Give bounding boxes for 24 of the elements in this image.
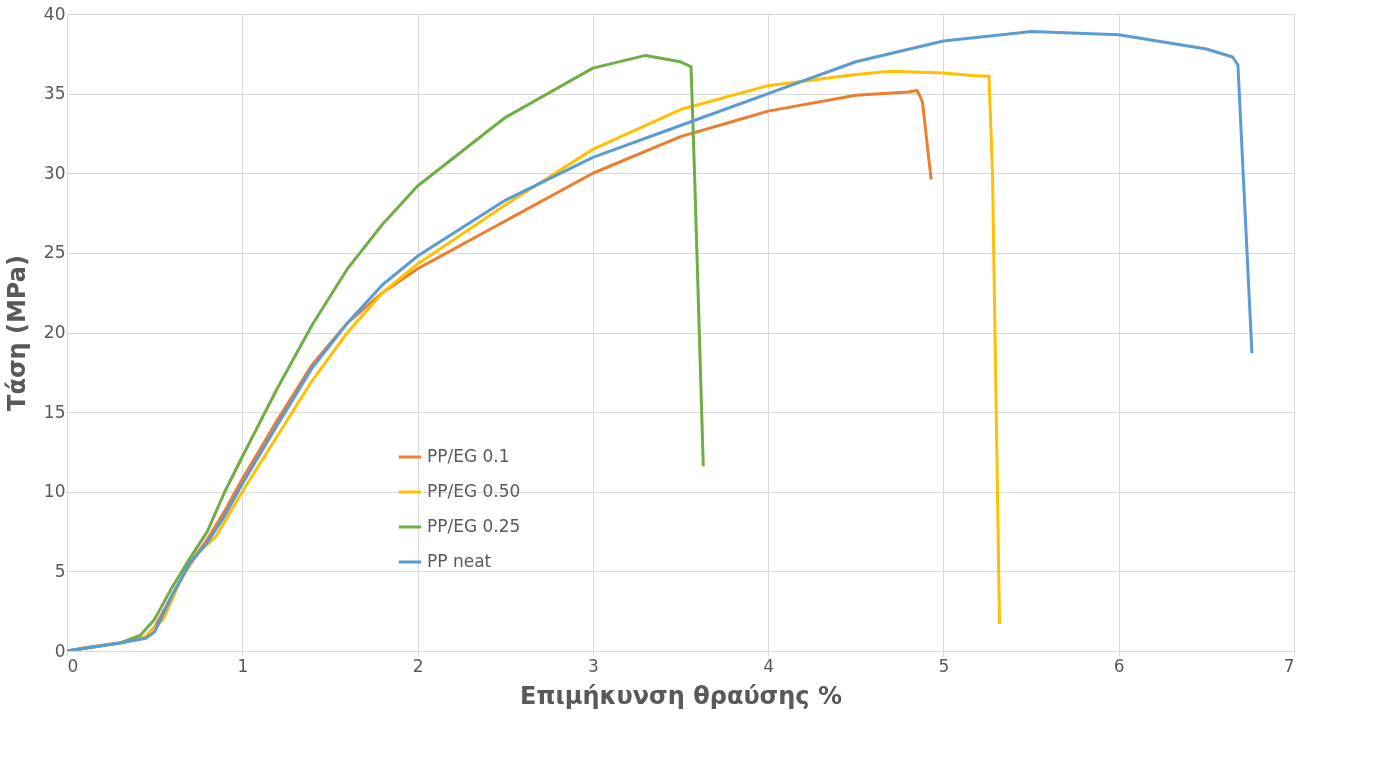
y-tick-label: 30 — [43, 162, 66, 183]
x-tick-label: 6 — [1113, 655, 1125, 676]
x-axis-title: Επιμήκυνση θραύσης % — [520, 681, 842, 710]
y-axis-title: Τάση (MPa) — [2, 255, 31, 411]
x-tick-label: 7 — [1283, 655, 1295, 676]
legend-label: PP/EG 0.25 — [427, 516, 521, 536]
x-tick-label: 5 — [938, 655, 950, 676]
y-tick-label: 15 — [43, 401, 66, 422]
x-tick-label: 1 — [237, 655, 249, 676]
legend-label: PP neat — [427, 551, 492, 571]
y-tick-label: 5 — [54, 560, 66, 581]
y-tick-label: 10 — [43, 481, 66, 502]
line-series — [67, 30, 1254, 651]
x-tick-label: 0 — [67, 655, 79, 676]
x-tick-label: 2 — [412, 655, 424, 676]
y-tick-label: 35 — [43, 83, 66, 104]
x-tick-label: 4 — [763, 655, 775, 676]
legend-label: PP/EG 0.50 — [427, 481, 521, 501]
y-tick-label: 20 — [43, 322, 66, 342]
y-tick-label: 40 — [43, 3, 66, 24]
y-tick-label: 25 — [43, 242, 66, 263]
legend-label: PP/EG 0.1 — [427, 446, 510, 466]
y-tick-label: 0 — [54, 640, 66, 661]
x-tick-label: 3 — [587, 655, 599, 676]
